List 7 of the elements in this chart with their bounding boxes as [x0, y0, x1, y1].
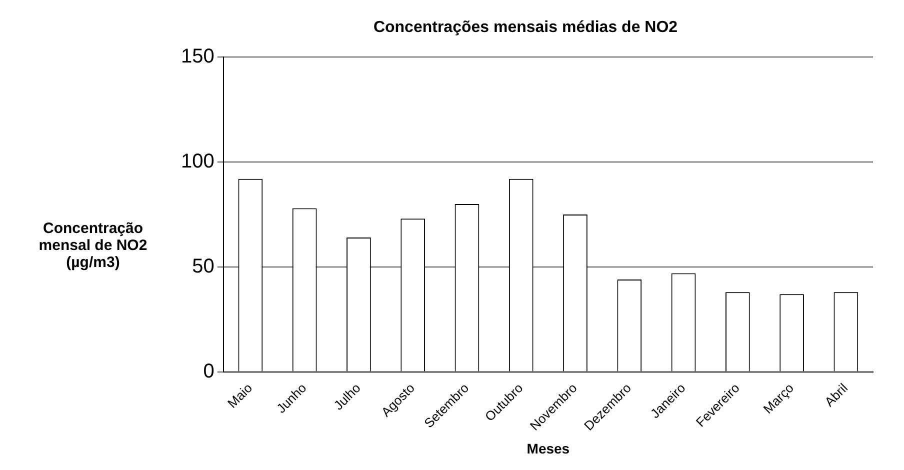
y-tick-label: 0 — [203, 360, 214, 382]
y-axis-title: Concentração mensal de NO2 (µg/m3) — [38, 218, 148, 270]
y-tick-label: 150 — [180, 46, 214, 68]
y-tick-label: 50 — [192, 255, 214, 278]
x-axis-title: Meses — [526, 440, 570, 456]
y-tick-label: 100 — [180, 150, 214, 173]
chart-title: Concentrações mensais médias de NO2 — [373, 19, 678, 36]
